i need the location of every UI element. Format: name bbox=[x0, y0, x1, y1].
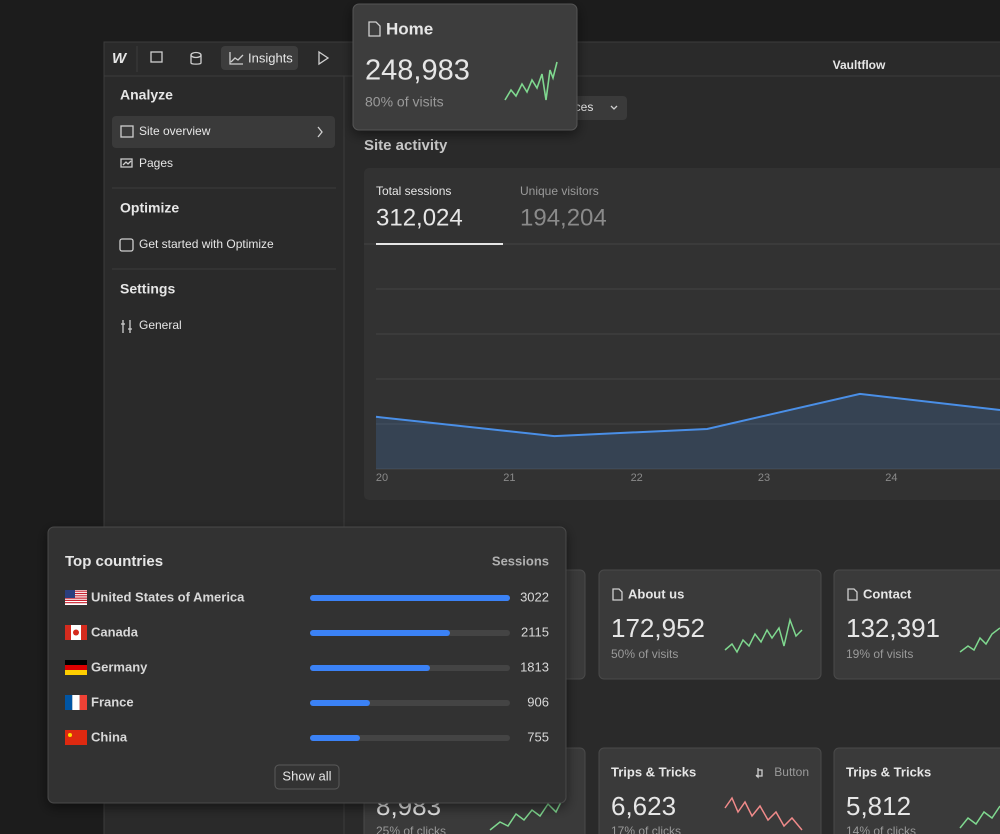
nav-icon bbox=[121, 320, 132, 333]
card-title: About us bbox=[628, 586, 684, 601]
nav-icon bbox=[120, 125, 134, 138]
x-tick-label: 20 bbox=[376, 472, 388, 484]
section-title: Analyze bbox=[120, 87, 173, 103]
tab-value: 194,204 bbox=[520, 204, 607, 231]
card-value: 6,623 bbox=[611, 791, 676, 821]
card-value: 248,983 bbox=[365, 55, 470, 87]
sparkline bbox=[959, 805, 1000, 829]
play-icon[interactable] bbox=[318, 50, 330, 66]
country-name: China bbox=[91, 729, 128, 744]
show-all-button[interactable] bbox=[274, 764, 340, 790]
x-tick-label: 21 bbox=[503, 472, 515, 484]
nav-item[interactable]: General bbox=[139, 318, 182, 332]
card-tag: Button bbox=[774, 765, 809, 779]
country-name: France bbox=[91, 694, 134, 709]
tab-value: 312,024 bbox=[376, 204, 463, 231]
database-icon-body bbox=[190, 55, 202, 65]
section-title: Optimize bbox=[120, 200, 179, 216]
card-title: Contact bbox=[863, 586, 912, 601]
sparkline bbox=[959, 627, 1000, 653]
nav-item[interactable]: Pages bbox=[139, 156, 173, 170]
sparkline bbox=[724, 796, 803, 831]
card-value: 132,391 bbox=[846, 613, 940, 643]
nav-item[interactable]: Get started with Optimize bbox=[139, 237, 274, 251]
value-label: 906 bbox=[527, 694, 549, 709]
card-subtitle: 50% of visits bbox=[611, 647, 678, 661]
chevron bbox=[317, 126, 323, 138]
column-label: Sessions bbox=[492, 553, 549, 568]
flag-ca bbox=[65, 625, 87, 640]
insights-label[interactable]: Insights bbox=[248, 50, 293, 65]
card-subtitle: 25% of clicks bbox=[376, 824, 446, 834]
select-icon[interactable] bbox=[150, 51, 163, 63]
country-name: Germany bbox=[91, 659, 148, 674]
bar bbox=[310, 700, 370, 706]
panel-title: Top countries bbox=[65, 553, 163, 570]
country-name: Canada bbox=[91, 624, 139, 639]
page-card[interactable] bbox=[598, 569, 822, 680]
grid bbox=[376, 288, 1000, 470]
card-subtitle: 19% of visits bbox=[846, 647, 913, 661]
tab-label[interactable]: Unique visitors bbox=[520, 184, 599, 198]
card-title: Home bbox=[386, 19, 433, 38]
value-label: 3022 bbox=[520, 589, 549, 604]
value-label: 755 bbox=[527, 729, 549, 744]
click-card[interactable] bbox=[833, 747, 1000, 834]
flag-de bbox=[65, 660, 87, 675]
page-icon bbox=[368, 21, 381, 37]
x-tick-label: 24 bbox=[885, 472, 897, 484]
line-chart bbox=[375, 392, 1000, 469]
click-card[interactable] bbox=[598, 747, 822, 834]
bar bbox=[310, 630, 450, 636]
flag-us bbox=[65, 590, 87, 605]
bar bbox=[310, 665, 430, 671]
page-icon bbox=[847, 588, 858, 601]
card-subtitle: 14% of clicks bbox=[846, 824, 916, 834]
app-name: Vaultflow bbox=[833, 58, 886, 72]
nav-icon bbox=[119, 238, 134, 252]
flag-fr bbox=[65, 695, 87, 710]
line bbox=[375, 392, 1000, 438]
value-label: 1813 bbox=[520, 659, 549, 674]
card-value: 172,952 bbox=[611, 613, 705, 643]
value-label: 2115 bbox=[521, 624, 549, 639]
tab-label[interactable]: Total sessions bbox=[376, 184, 451, 198]
sparkline bbox=[504, 61, 558, 101]
x-tick-label: 23 bbox=[758, 472, 770, 484]
cursor-icon bbox=[755, 768, 763, 779]
home-card[interactable] bbox=[352, 3, 578, 131]
section-title: Settings bbox=[120, 281, 175, 297]
bar bbox=[310, 735, 360, 741]
card-subtitle: 17% of clicks bbox=[611, 824, 681, 834]
nav-selected bbox=[112, 116, 335, 148]
page-card[interactable] bbox=[833, 569, 1000, 680]
card-value: 5,812 bbox=[846, 791, 911, 821]
nav-icon bbox=[120, 158, 133, 168]
countries-panel: Top countries Sessions Show all United S… bbox=[47, 526, 567, 804]
logo[interactable]: W bbox=[112, 50, 128, 67]
card-subtitle: 80% of visits bbox=[365, 94, 444, 110]
bar-track bbox=[310, 735, 510, 741]
chevron bbox=[610, 105, 618, 110]
sparkline bbox=[489, 799, 563, 831]
show-all-label[interactable]: Show all bbox=[282, 768, 331, 783]
insights-icon bbox=[229, 52, 244, 65]
x-tick-label: 22 bbox=[631, 472, 643, 484]
card-title: Trips & Tricks bbox=[611, 764, 696, 779]
card-title: Trips & Tricks bbox=[846, 764, 931, 779]
bar bbox=[310, 595, 510, 601]
section-title: Site activity bbox=[364, 137, 448, 154]
area bbox=[376, 393, 1000, 469]
nav-item[interactable]: Site overview bbox=[139, 124, 211, 138]
page-icon bbox=[612, 588, 623, 601]
country-name: United States of America bbox=[91, 589, 245, 604]
flag-cn bbox=[65, 730, 87, 745]
sparkline bbox=[724, 617, 803, 654]
